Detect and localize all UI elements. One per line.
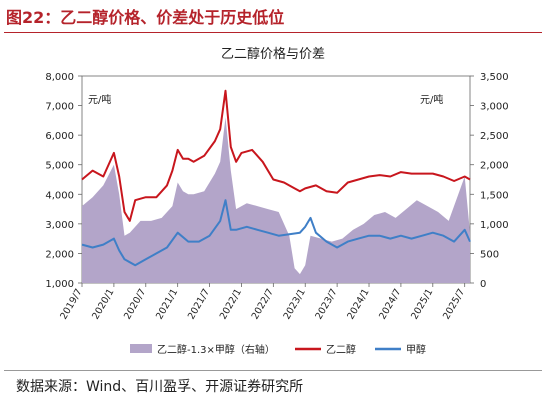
right-tick-label: 1,500 — [480, 190, 509, 201]
x-tick-label: 2023/7 — [313, 287, 339, 321]
legend: 乙二醇-1.3×甲醇（右轴） 乙二醇 甲醇 — [130, 343, 426, 356]
legend-label: 乙二醇-1.3×甲醇（右轴） — [157, 343, 275, 356]
right-tick-label: 500 — [480, 249, 499, 260]
right-tick-label: 3,500 — [480, 72, 509, 83]
chart-container: 乙二醇价格与价差 1,000 2,000 3,000 4,000 5,000 6,000 7… — [0, 36, 546, 366]
source-divider — [4, 370, 542, 371]
right-axis: 0 500 1,000 1,500 2,000 2,500 3,000 3,500 — [470, 72, 509, 290]
left-axis-unit-label: 元/吨 — [88, 93, 111, 106]
x-tick-label: 2020/1 — [90, 287, 116, 321]
left-tick-label: 3,000 — [45, 220, 74, 231]
x-tick-label: 2021/1 — [154, 287, 180, 321]
x-tick-label: 2022/7 — [250, 287, 276, 321]
right-tick-label: 1,000 — [480, 220, 509, 231]
title-divider — [4, 32, 542, 33]
left-axis: 1,000 2,000 3,000 4,000 5,000 6,000 7,000 8,000 — [45, 72, 82, 290]
legend-item-meg: 乙二醇 — [295, 343, 356, 356]
right-tick-label: 2,500 — [480, 131, 509, 142]
x-tick-label: 2022/1 — [218, 287, 244, 321]
legend-swatch — [130, 344, 152, 353]
x-tick-label: 2025/1 — [409, 287, 435, 321]
right-tick-label: 0 — [480, 279, 486, 290]
x-tick-label: 2025/7 — [441, 287, 467, 321]
plot-area — [81, 75, 471, 284]
figure-title: 图22：乙二醇价格、价差处于历史低位 — [6, 8, 285, 27]
spread-area-series — [82, 117, 470, 284]
left-tick-label: 2,000 — [45, 249, 74, 260]
x-axis: 2019/7 2020/1 2020/7 2021/1 2021/7 2022/1 2022… — [58, 283, 467, 321]
x-tick-label: 2023/1 — [282, 287, 308, 321]
chart-title: 乙二醇价格与价差 — [221, 46, 325, 62]
x-tick-label: 2020/7 — [122, 287, 148, 321]
left-tick-label: 6,000 — [45, 131, 74, 142]
left-tick-label: 1,000 — [45, 279, 74, 290]
x-tick-label: 2024/1 — [345, 287, 371, 321]
left-tick-label: 4,000 — [45, 190, 74, 201]
meg-price-line — [81, 89, 471, 222]
x-tick-label: 2019/7 — [58, 287, 84, 321]
left-tick-label: 5,000 — [45, 161, 74, 172]
left-tick-label: 8,000 — [45, 72, 74, 83]
methanol-price-line — [81, 199, 471, 267]
source-note: 数据来源：Wind、百川盈孚、开源证券研究所 — [16, 379, 304, 395]
legend-label: 乙二醇 — [326, 343, 356, 356]
x-tick-label: 2021/7 — [186, 287, 212, 321]
legend-label: 甲醇 — [406, 343, 426, 356]
x-tick-label: 2024/7 — [377, 287, 403, 321]
chart-svg: 乙二醇价格与价差 1,000 2,000 3,000 4,000 5,000 6,000 7… — [45, 46, 509, 356]
right-tick-label: 3,000 — [480, 102, 509, 113]
right-axis-unit-label: 元/吨 — [420, 93, 443, 106]
legend-item-methanol: 甲醇 — [375, 343, 426, 356]
legend-item-spread: 乙二醇-1.3×甲醇（右轴） — [130, 343, 275, 356]
right-tick-label: 2,000 — [480, 161, 509, 172]
left-tick-label: 7,000 — [45, 102, 74, 113]
